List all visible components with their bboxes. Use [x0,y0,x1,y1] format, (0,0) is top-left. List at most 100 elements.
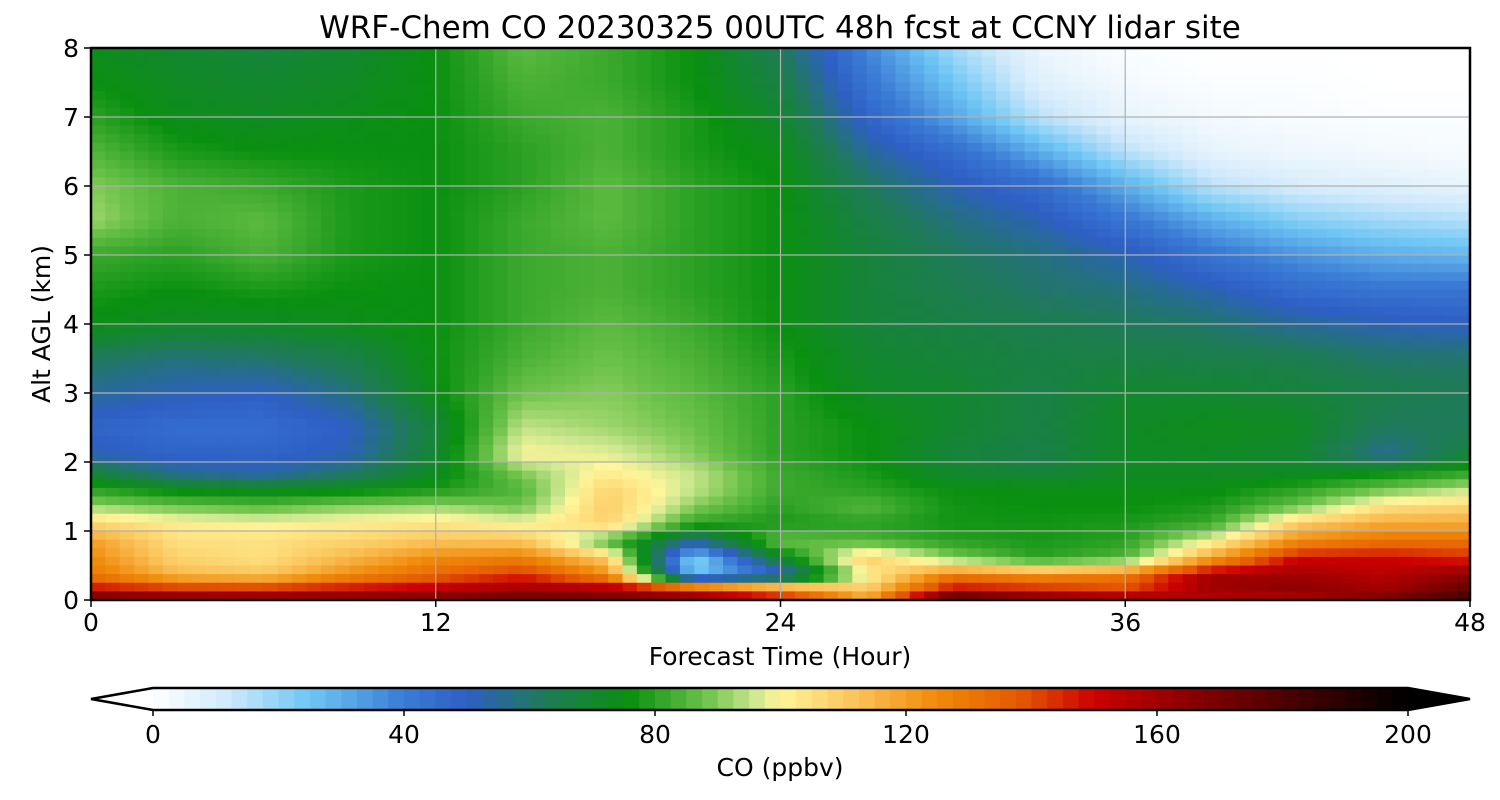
heatmap-cell [1067,151,1083,161]
heatmap-cell [636,91,652,101]
heatmap-cell [895,229,911,239]
heatmap-cell [1139,462,1155,472]
heatmap-cell [1326,108,1342,118]
heatmap-cell [205,375,221,385]
heatmap-cell [1426,117,1442,127]
heatmap-cell [1240,487,1256,498]
heatmap-cell [766,444,782,454]
heatmap-cell [205,384,221,394]
heatmap-cell [1139,367,1155,377]
heatmap-cell [134,289,150,299]
heatmap-cell [1311,73,1327,84]
heatmap-cell [909,453,925,463]
heatmap-cell [177,367,193,377]
heatmap-cell [723,255,738,265]
heatmap-cell [536,470,552,480]
heatmap-cell [220,108,236,118]
heatmap-cell [751,246,767,256]
heatmap-cell [723,341,738,351]
heatmap-cell [751,280,767,291]
heatmap-cell [335,194,351,204]
heatmap-cell [162,177,178,187]
heatmap-cell [1110,375,1126,385]
heatmap-cell [995,393,1011,403]
heatmap-cell [1455,65,1471,75]
heatmap-cell [1211,324,1227,334]
heatmap-cell [1412,203,1428,213]
heatmap-cell [1153,306,1169,316]
heatmap-cell [450,453,466,463]
heatmap-cell [191,280,207,291]
heatmap-cell [1197,160,1213,170]
heatmap-cell [378,332,394,342]
heatmap-cell [794,125,810,135]
heatmap-cell [1240,280,1256,291]
heatmap-cell [967,375,983,385]
heatmap-cell [1441,160,1457,170]
heatmap-cell [134,168,150,178]
heatmap-cell [823,306,839,316]
heatmap-cell [421,56,437,66]
heatmap-cell [1010,99,1026,109]
heatmap-cell [1426,418,1442,429]
heatmap-cell [105,255,121,265]
heatmap-cell [1326,349,1342,360]
heatmap-cell [866,117,882,127]
heatmap-cell [478,177,494,187]
heatmap-cell [751,401,767,411]
heatmap-cell [550,160,566,170]
heatmap-cell [536,315,552,325]
heatmap-cell [1412,263,1428,273]
heatmap-cell [952,332,968,342]
heatmap-cell [1326,203,1342,213]
heatmap-cell [177,479,193,489]
heatmap-cell [1153,289,1169,299]
heatmap-cell [91,358,106,368]
heatmap-cell [1455,315,1471,325]
heatmap-cell [1455,444,1471,454]
heatmap-cell [1168,56,1184,66]
heatmap-cell [1139,272,1155,282]
heatmap-cell [1412,367,1428,377]
heatmap-cell [1024,168,1040,178]
heatmap-cell [1067,211,1083,222]
heatmap-cell [1297,91,1313,101]
heatmap-cell [177,151,193,161]
heatmap-cell [1197,186,1213,196]
heatmap-cell [751,263,767,273]
heatmap-cell [608,470,624,480]
heatmap-cell [679,203,695,213]
heatmap-cell [493,117,509,127]
heatmap-cell [751,315,767,325]
heatmap-cell [493,418,509,429]
heatmap-cell [1254,384,1270,394]
heatmap-cell [407,479,422,489]
heatmap-cell [1398,229,1414,239]
heatmap-cell [1268,211,1284,222]
heatmap-cell [909,410,925,420]
heatmap-cell [1398,272,1414,282]
heatmap-cell [507,168,523,178]
heatmap-cell [579,160,595,170]
heatmap-cell [1096,237,1112,247]
heatmap-cell [1254,65,1270,75]
heatmap-cell [1197,487,1213,498]
heatmap-cell [1283,272,1299,282]
heatmap-cell [1039,436,1055,446]
heatmap-cell [852,479,868,489]
heatmap-cell [1297,393,1313,403]
heatmap-cell [306,203,322,213]
heatmap-cell [507,280,523,291]
heatmap-cell [162,306,178,316]
heatmap-cell [148,48,164,58]
heatmap-cell [1182,73,1198,84]
heatmap-cell [1441,306,1457,316]
heatmap-cell [1197,358,1213,368]
heatmap-cell [593,306,609,316]
heatmap-cell [881,56,897,66]
heatmap-cell [119,263,135,273]
heatmap-cell [1168,418,1184,429]
heatmap-cell [579,108,595,118]
heatmap-cell [909,211,925,222]
heatmap-cell [952,401,968,411]
